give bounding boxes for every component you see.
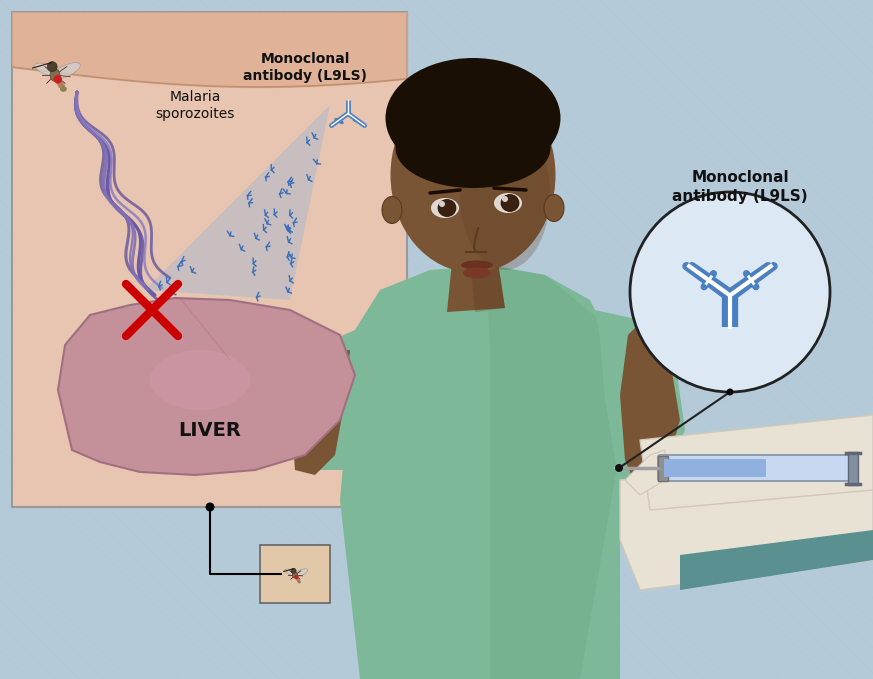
Polygon shape (145, 105, 330, 300)
Ellipse shape (52, 62, 80, 79)
FancyBboxPatch shape (12, 12, 407, 507)
Ellipse shape (35, 63, 58, 75)
Ellipse shape (460, 120, 550, 270)
Polygon shape (340, 265, 620, 679)
Text: Malaria
sporozoites: Malaria sporozoites (155, 90, 235, 122)
Ellipse shape (382, 196, 402, 223)
Ellipse shape (58, 83, 65, 88)
Polygon shape (625, 450, 665, 495)
Ellipse shape (463, 268, 491, 278)
Ellipse shape (52, 72, 58, 78)
Ellipse shape (390, 77, 555, 272)
Polygon shape (595, 310, 685, 490)
Ellipse shape (60, 86, 67, 92)
FancyBboxPatch shape (658, 455, 852, 481)
Text: LIVER: LIVER (179, 420, 242, 439)
Ellipse shape (386, 58, 560, 178)
Circle shape (294, 575, 299, 579)
Circle shape (53, 75, 62, 84)
Ellipse shape (431, 198, 459, 218)
Polygon shape (290, 350, 350, 475)
Ellipse shape (53, 75, 60, 81)
Ellipse shape (544, 194, 564, 221)
Circle shape (292, 568, 296, 573)
Polygon shape (447, 262, 505, 312)
Polygon shape (485, 265, 620, 679)
Polygon shape (680, 530, 873, 590)
Text: Monoclonal
antibody (L9LS): Monoclonal antibody (L9LS) (672, 170, 808, 204)
Circle shape (502, 196, 508, 202)
Circle shape (630, 192, 830, 392)
Polygon shape (470, 262, 505, 312)
Ellipse shape (292, 572, 298, 578)
Circle shape (615, 464, 623, 472)
Ellipse shape (501, 194, 519, 211)
Circle shape (439, 201, 445, 207)
FancyBboxPatch shape (664, 459, 766, 477)
Polygon shape (658, 456, 668, 481)
Polygon shape (290, 330, 380, 470)
Ellipse shape (295, 577, 299, 580)
Circle shape (47, 62, 57, 71)
Circle shape (726, 388, 733, 395)
Ellipse shape (150, 350, 250, 410)
FancyBboxPatch shape (260, 545, 330, 603)
Polygon shape (640, 415, 873, 510)
Ellipse shape (285, 569, 297, 575)
Polygon shape (848, 452, 858, 485)
Ellipse shape (494, 193, 522, 213)
Ellipse shape (293, 569, 307, 577)
Ellipse shape (50, 69, 60, 81)
Polygon shape (620, 460, 873, 590)
Ellipse shape (297, 579, 300, 582)
Ellipse shape (294, 575, 298, 578)
Ellipse shape (293, 574, 297, 576)
Text: Monoclonal
antibody (L9LS): Monoclonal antibody (L9LS) (243, 52, 367, 84)
Ellipse shape (56, 79, 63, 85)
Polygon shape (58, 298, 355, 475)
Ellipse shape (298, 581, 301, 583)
Circle shape (205, 502, 215, 511)
Ellipse shape (438, 200, 456, 217)
Polygon shape (620, 325, 680, 495)
Ellipse shape (461, 261, 493, 270)
Ellipse shape (395, 108, 551, 188)
